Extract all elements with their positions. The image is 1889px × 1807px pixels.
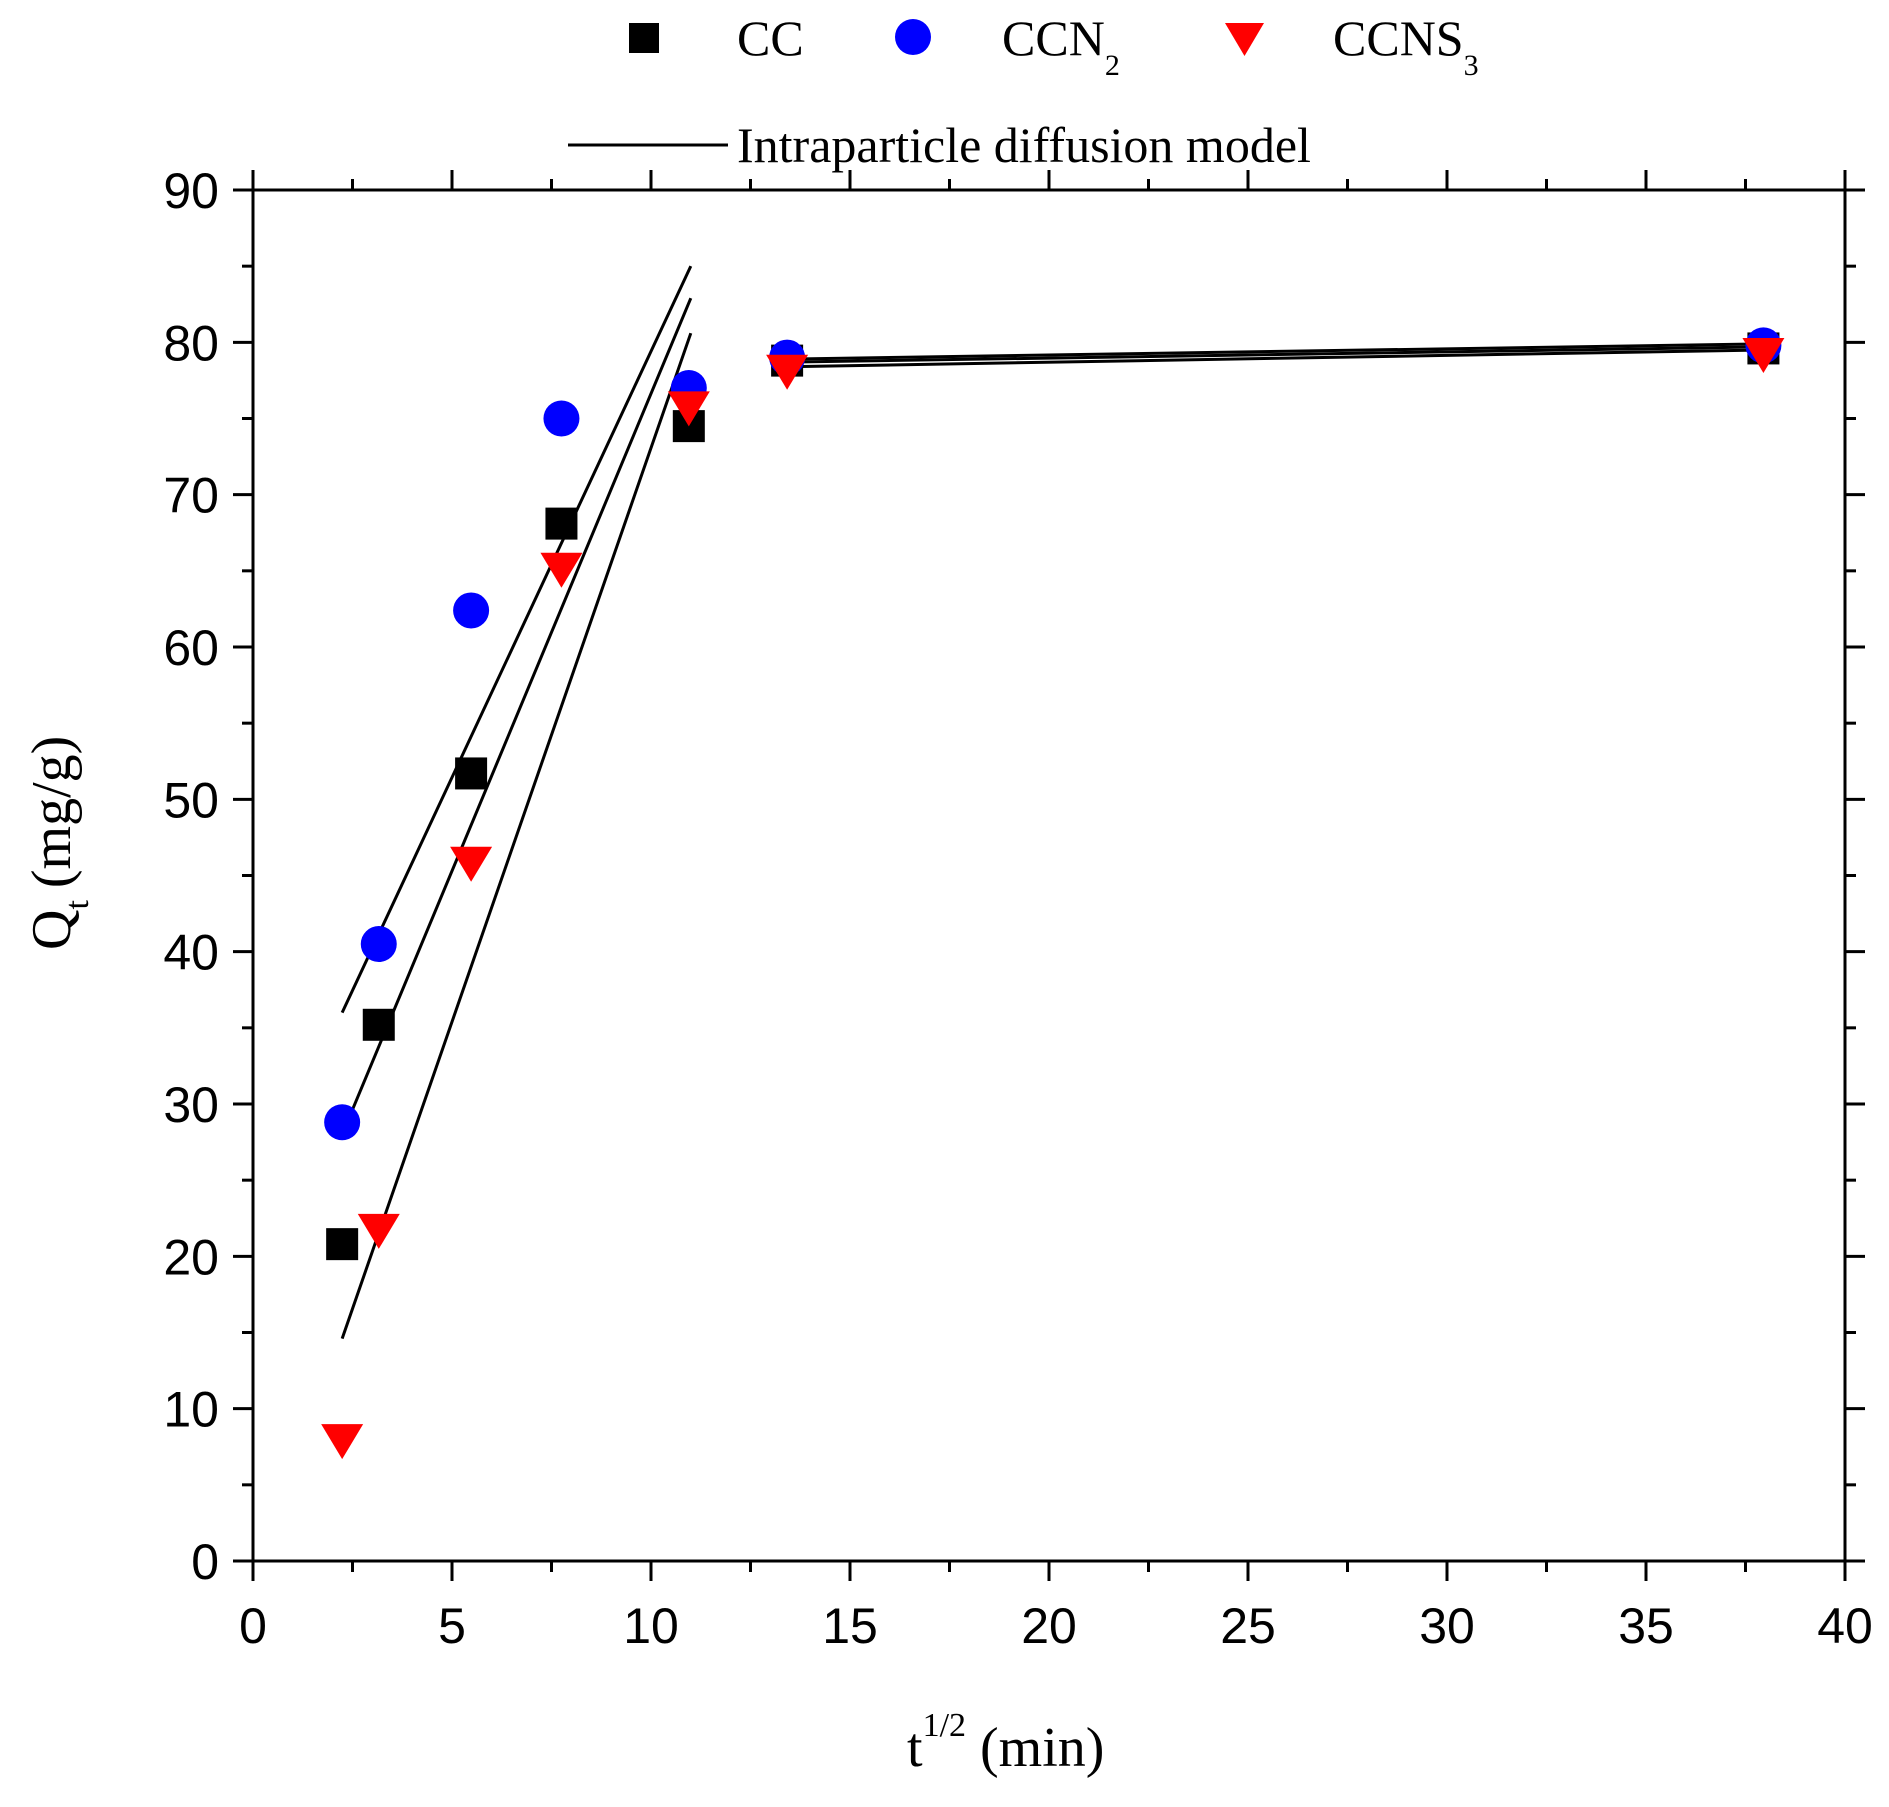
- x-tick-label: 10: [623, 1598, 679, 1654]
- data-point-square: [455, 757, 488, 790]
- data-point-triangle: [1742, 337, 1785, 373]
- x-tick-label: 40: [1817, 1598, 1873, 1654]
- series-ccn2: [324, 327, 1782, 1141]
- legend: CC CCN2 CCNS3 Intraparticle diffusion mo…: [568, 10, 1479, 173]
- x-tick-label: 35: [1618, 1598, 1674, 1654]
- legend-item-fit: Intraparticle diffusion model: [568, 117, 1311, 173]
- legend-label-fit: Intraparticle diffusion model: [737, 117, 1311, 173]
- y-tick-label: 40: [163, 925, 219, 981]
- y-tick-label: 30: [163, 1077, 219, 1133]
- legend-marker-triangle-down-icon: [1225, 23, 1264, 56]
- legend-item-ccn2: CCN2: [895, 10, 1120, 82]
- x-tick-label: 15: [822, 1598, 878, 1654]
- x-tick-label: 25: [1220, 1598, 1276, 1654]
- data-point-circle: [453, 592, 490, 629]
- fit-line: [340, 265, 693, 1014]
- data-point-triangle: [321, 1424, 364, 1460]
- data-point-triangle: [540, 552, 583, 588]
- fit-line: [340, 332, 693, 1340]
- y-axis-title: Qt(mg/g): [21, 736, 96, 950]
- data-point-square: [545, 507, 578, 540]
- y-tick-label: 10: [163, 1382, 219, 1438]
- y-tick-label: 50: [163, 772, 219, 828]
- y-tick-label: 20: [163, 1229, 219, 1285]
- data-point-circle: [543, 400, 580, 437]
- fit-line: [340, 297, 693, 1136]
- y-tick-label: 90: [163, 163, 219, 219]
- fit-lines: [340, 265, 1764, 1340]
- legend-marker-circle-icon: [895, 19, 931, 55]
- x-tick-label: 30: [1419, 1598, 1475, 1654]
- axis-ticks: [233, 170, 1865, 1581]
- y-tick-label: 60: [163, 620, 219, 676]
- x-tick-label: 5: [438, 1598, 466, 1654]
- axis-tick-labels: 0 5 10 15 20 25 30 35 40 0 10 20 30 40 50 60 70 80 90: [163, 163, 1872, 1654]
- data-point-circle: [324, 1104, 361, 1141]
- data-point-triangle: [450, 846, 493, 882]
- fit-line: [787, 348, 1764, 369]
- x-tick-label: 0: [239, 1598, 267, 1654]
- legend-label-cc: CC: [737, 10, 804, 66]
- y-tick-label: 70: [163, 468, 219, 524]
- data-point-square: [362, 1008, 395, 1041]
- series-ccns3: [321, 337, 1785, 1460]
- legend-item-ccns3: CCNS3: [1225, 10, 1479, 82]
- y-tick-label: 80: [163, 315, 219, 371]
- data-point-circle: [360, 926, 397, 963]
- legend-label-ccn2: CCN2: [1002, 10, 1120, 82]
- series-cc: [326, 332, 1780, 1261]
- data-point-triangle: [667, 391, 710, 427]
- plot-frame: [251, 188, 1847, 1563]
- legend-marker-square-icon: [629, 23, 659, 53]
- x-axis-title: t1/2 (min): [907, 1707, 1104, 1779]
- data-markers: [321, 327, 1785, 1460]
- y-tick-label: 0: [191, 1534, 219, 1590]
- data-point-triangle: [766, 354, 809, 390]
- legend-label-ccns3: CCNS3: [1333, 10, 1479, 82]
- fit-line: [787, 342, 1764, 361]
- data-point-triangle: [357, 1213, 400, 1249]
- legend-item-cc: CC: [629, 10, 804, 66]
- x-tick-label: 20: [1021, 1598, 1077, 1654]
- fit-line: [787, 345, 1764, 364]
- data-point-square: [326, 1228, 359, 1261]
